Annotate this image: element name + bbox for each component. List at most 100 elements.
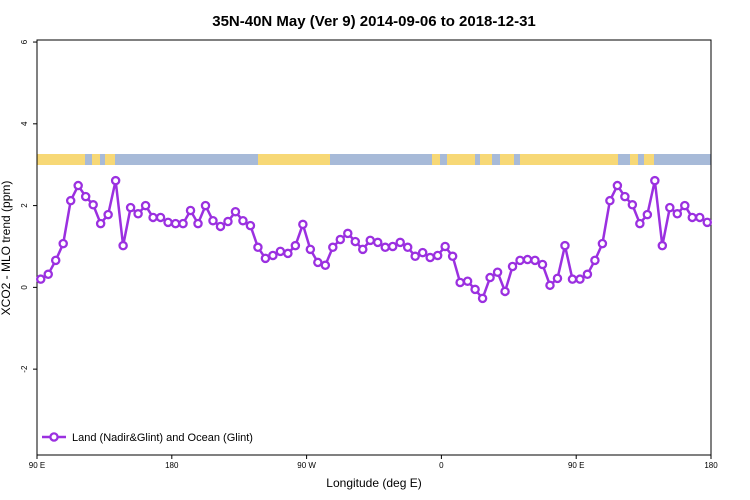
point [88,200,98,210]
point [612,180,623,191]
x-tick-label: 90 E [29,461,45,470]
point [410,251,420,262]
point [35,274,46,284]
point [582,269,593,280]
point [635,218,645,229]
point [462,276,473,286]
point [485,272,495,283]
point [73,180,83,191]
point [522,254,533,265]
point [125,202,136,213]
point [575,274,585,284]
point [477,293,488,304]
point [492,267,503,277]
point [245,220,256,231]
point [305,244,316,255]
chart-title: 35N-40N May (Ver 9) 2014-09-06 to 2018-1… [212,13,536,30]
plot-frame [36,39,712,456]
point [328,242,338,253]
point [500,286,510,297]
point [260,253,271,264]
point [702,217,713,228]
point [223,216,233,227]
y-tick-label: 2 [20,203,29,208]
point [238,215,248,226]
point [208,215,218,226]
point [447,251,458,262]
point [215,221,226,232]
y-tick-label: 4 [20,121,29,126]
point [118,240,128,251]
point [58,238,68,249]
point [80,191,91,202]
point [178,218,188,229]
point [253,242,263,253]
point [185,205,196,216]
point [350,236,361,247]
point [642,209,653,220]
point [65,195,76,206]
point [343,228,353,239]
point [402,242,413,253]
point [193,218,203,229]
point [515,255,525,266]
point [335,234,346,245]
y-tick-label: -2 [20,365,29,373]
point [358,244,368,255]
point [283,248,293,259]
point [432,250,443,261]
point [440,241,450,252]
point [268,250,278,261]
point [148,212,158,223]
x-tick-label: 0 [439,461,444,470]
point [605,195,615,206]
point [507,261,518,272]
legend-marker [49,432,59,442]
point [455,277,465,288]
point [140,200,151,211]
point [470,284,480,295]
point [133,209,143,219]
point [687,212,698,223]
point [50,255,61,266]
point [298,219,308,230]
point [313,257,323,268]
surface-strip [37,154,711,165]
point [372,237,383,248]
point [530,255,540,266]
point [200,200,211,211]
y-tick-label: 0 [20,285,29,290]
point [290,240,301,251]
legend-label: Land (Nadir&Glint) and Ocean (Glint) [72,432,253,444]
point [597,238,608,249]
point [552,273,563,284]
point [320,260,331,271]
point [365,235,376,246]
point [103,209,113,220]
point [650,175,660,186]
point [380,242,390,253]
y-tick-label: 6 [20,39,29,44]
point [672,209,683,219]
point [425,252,435,263]
x-axis-label: Longitude (deg E) [326,476,421,490]
point [695,212,705,223]
point [657,240,668,251]
point [230,206,241,217]
x-tick-label: 90 E [568,461,584,470]
point [560,240,570,251]
point [387,241,398,252]
x-tick-label: 90 W [297,461,316,470]
point [567,274,578,284]
point [163,217,173,228]
point [627,200,638,210]
point [417,247,428,258]
point [680,200,690,211]
point [395,237,405,248]
point [155,212,166,223]
point [665,202,675,213]
point [43,269,53,280]
x-tick-label: 180 [704,461,718,470]
point [170,218,181,229]
